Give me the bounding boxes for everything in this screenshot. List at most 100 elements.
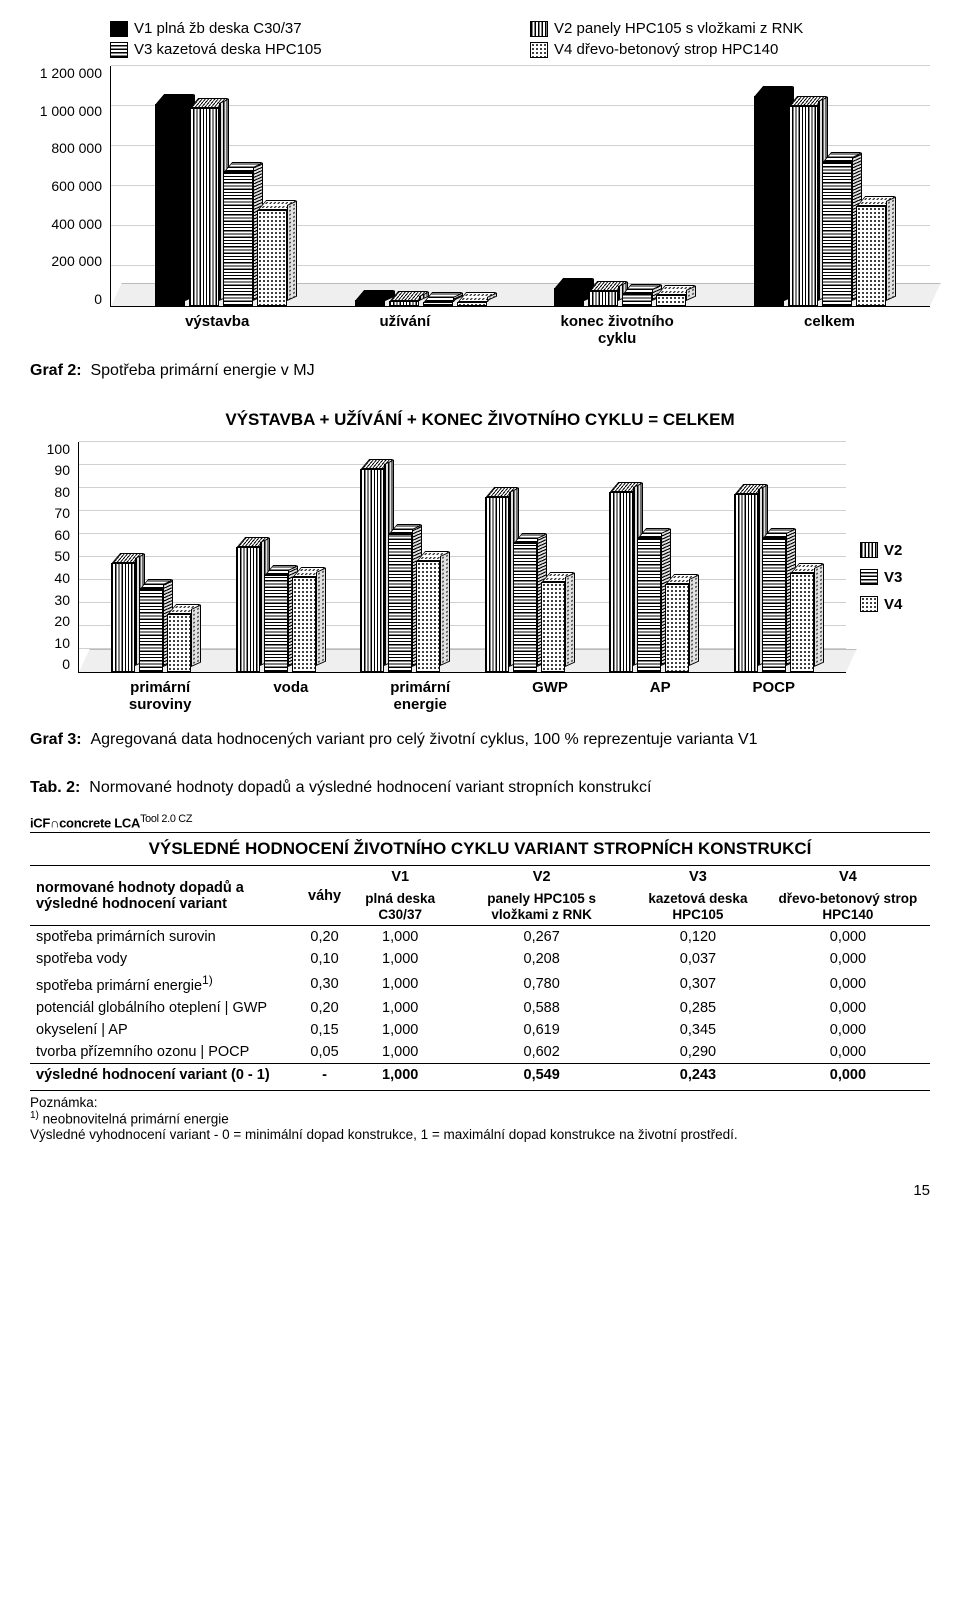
th-sub-v4: dřevo-betonový strop HPC140 xyxy=(766,888,930,926)
ytick: 50 xyxy=(30,549,70,563)
cell-value: 0,000 xyxy=(766,970,930,997)
bar-group xyxy=(554,288,686,306)
ytick: 200 000 xyxy=(30,254,102,268)
ytick: 0 xyxy=(30,657,70,671)
legend-label: V2 xyxy=(884,542,902,559)
chart2: VÝSTAVBA + UŽÍVÁNÍ + KONEC ŽIVOTNÍHO CYK… xyxy=(30,410,930,750)
row-label: spotřeba vody xyxy=(30,948,302,970)
xtick: voda xyxy=(273,679,308,714)
cell-value: 1,000 xyxy=(347,1064,453,1087)
ytick: 1 000 000 xyxy=(30,104,102,118)
legend-label: V2 panely HPC105 s vložkami z RNK xyxy=(554,20,803,37)
bar xyxy=(155,104,185,306)
bar-group xyxy=(236,547,316,671)
bar xyxy=(360,469,384,671)
tool-sup: Tool 2.0 CZ xyxy=(140,813,192,825)
chart2-legend: V2 V3 V4 xyxy=(860,442,930,714)
table-notes: Poznámka: 1) neobnovitelná primární ener… xyxy=(30,1090,930,1142)
bar xyxy=(111,563,135,671)
ytick: 60 xyxy=(30,528,70,542)
chart2-title: VÝSTAVBA + UŽÍVÁNÍ + KONEC ŽIVOTNÍHO CYK… xyxy=(30,410,930,430)
cell-weight: 0,15 xyxy=(302,1019,347,1041)
cell-value: 1,000 xyxy=(347,926,453,949)
th-sub-v1: plná deska C30/37 xyxy=(347,888,453,926)
tool-name: iCF∩concrete LCA xyxy=(30,815,140,830)
legend-item: V4 dřevo-betonový strop HPC140 xyxy=(530,41,930,58)
bar-group xyxy=(734,494,814,671)
legend-label: V3 kazetová deska HPC105 xyxy=(134,41,322,58)
note-2: Výsledné vyhodnocení variant - 0 = minim… xyxy=(30,1127,930,1142)
bar xyxy=(656,295,686,306)
cell-value: 0,267 xyxy=(453,926,630,949)
ytick: 40 xyxy=(30,571,70,585)
bar xyxy=(416,561,440,671)
cell-value: 1,000 xyxy=(347,970,453,997)
legend-swatch xyxy=(530,21,548,37)
th-sub-v3: kazetová deska HPC105 xyxy=(630,888,766,926)
legend-item: V3 xyxy=(860,569,930,586)
xtick: primárnísuroviny xyxy=(129,679,192,714)
legend-item: V2 xyxy=(860,542,930,559)
cell-value: 0,588 xyxy=(453,997,630,1019)
bar xyxy=(389,301,419,306)
bar xyxy=(762,538,786,671)
th-rowlabel: normované hodnoty dopadů a výsledné hodn… xyxy=(30,866,302,926)
bar xyxy=(554,288,584,306)
bar xyxy=(355,300,385,306)
page-number: 15 xyxy=(30,1182,930,1199)
row-label: okyselení | AP xyxy=(30,1019,302,1041)
table-row: spotřeba vody0,101,0000,2080,0370,000 xyxy=(30,948,930,970)
cell-value: 0,000 xyxy=(766,1041,930,1064)
bar-group xyxy=(360,469,440,671)
cell-weight: 0,10 xyxy=(302,948,347,970)
ytick: 70 xyxy=(30,506,70,520)
tab2-caption: Tab. 2: Normované hodnoty dopadů a výsle… xyxy=(30,779,930,797)
row-label: spotřeba primární energie1) xyxy=(30,970,302,997)
tool-label: iCF∩concrete LCATool 2.0 CZ xyxy=(30,811,930,833)
note-1: 1) neobnovitelná primární energie xyxy=(30,1110,930,1127)
bar xyxy=(541,582,565,672)
results-table: normované hodnoty dopadů a výsledné hodn… xyxy=(30,865,930,1086)
bar-group xyxy=(754,96,886,306)
cell-value: 0,000 xyxy=(766,1019,930,1041)
chart1-legend: V1 plná žb deska C30/37 V2 panely HPC105 … xyxy=(110,20,930,58)
legend-label: V4 xyxy=(884,596,902,613)
chart2-caption: Graf 3: Agregovaná data hodnocených vari… xyxy=(30,731,930,749)
ytick: 600 000 xyxy=(30,179,102,193)
cell-value: 0,208 xyxy=(453,948,630,970)
row-label: spotřeba primárních surovin xyxy=(30,926,302,949)
bar-group xyxy=(111,563,191,671)
bar xyxy=(734,494,758,671)
chart1-yaxis: 0200 000400 000600 000800 0001 000 0001 … xyxy=(30,66,110,306)
table-row: spotřeba primárních surovin0,201,0000,26… xyxy=(30,926,930,949)
ytick: 90 xyxy=(30,463,70,477)
table-row: okyselení | AP0,151,0000,6190,3450,000 xyxy=(30,1019,930,1041)
cell-value: 0,285 xyxy=(630,997,766,1019)
bar xyxy=(637,538,661,671)
cell-weight: 0,05 xyxy=(302,1041,347,1064)
xtick: konec životníhocyklu xyxy=(561,313,674,348)
legend-item: V1 plná žb deska C30/37 xyxy=(110,20,510,37)
ytick: 30 xyxy=(30,593,70,607)
bar xyxy=(139,589,163,672)
chart2-yaxis: 0102030405060708090100 xyxy=(30,442,78,672)
chart2-plot xyxy=(78,442,846,673)
results-table-block: iCF∩concrete LCATool 2.0 CZ VÝSLEDNÉ HOD… xyxy=(30,811,930,1142)
cell-value: 1,000 xyxy=(347,948,453,970)
th-v2: V2 xyxy=(453,866,630,889)
bar-group xyxy=(485,497,565,672)
cell-value: 0,000 xyxy=(766,1064,930,1087)
xtick: celkem xyxy=(804,313,855,348)
cell-value: 0,780 xyxy=(453,970,630,997)
th-weights: váhy xyxy=(302,866,347,926)
cell-value: 0,000 xyxy=(766,926,930,949)
bar-group xyxy=(609,492,689,671)
ytick: 1 200 000 xyxy=(30,66,102,80)
bar xyxy=(457,302,487,306)
bar xyxy=(423,302,453,306)
th-v4: V4 xyxy=(766,866,930,889)
bar xyxy=(790,573,814,672)
bar xyxy=(167,614,191,672)
xtick: POCP xyxy=(752,679,795,714)
cell-value: 0,120 xyxy=(630,926,766,949)
